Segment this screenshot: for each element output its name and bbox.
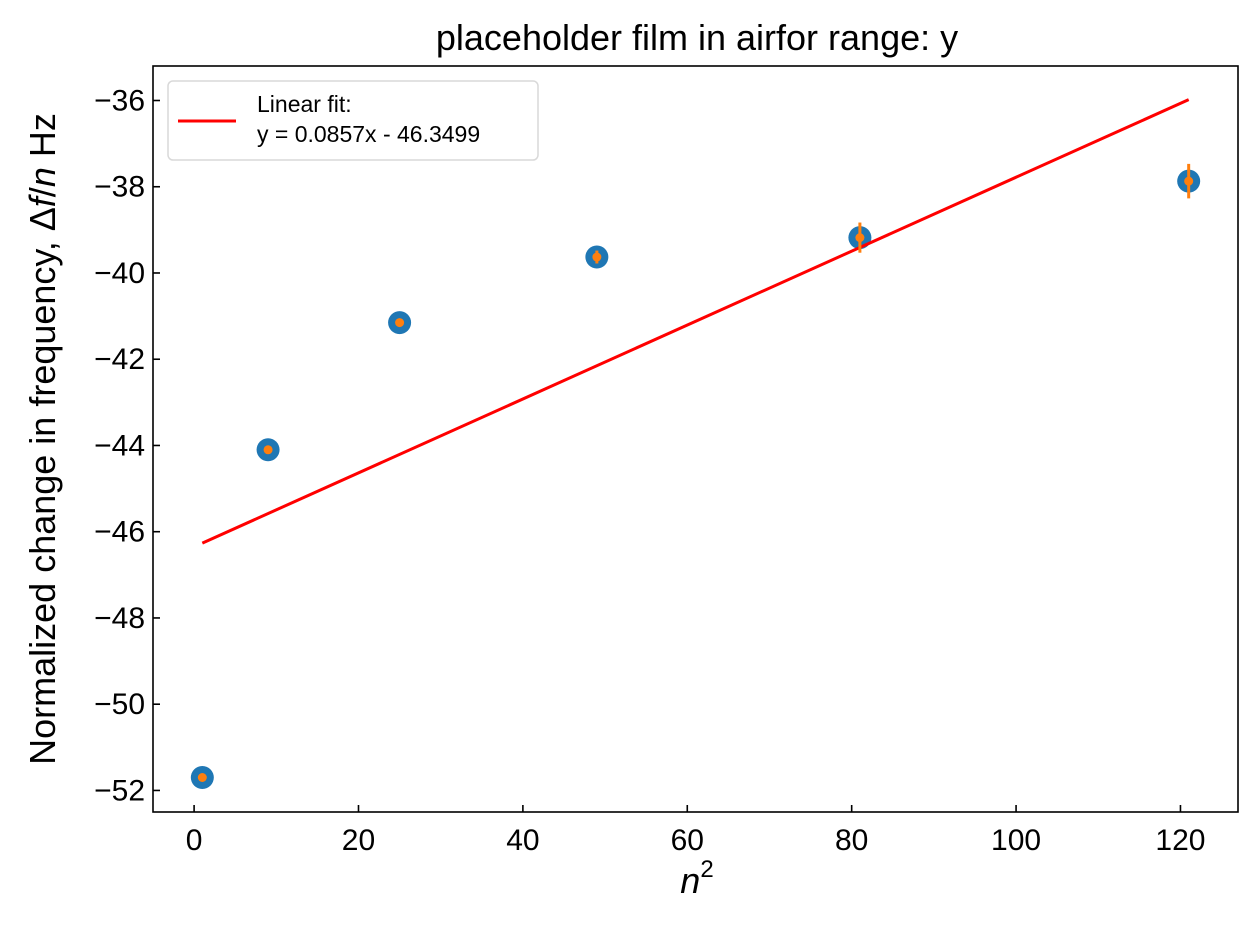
chart-title: placeholder film in airfor range: y — [436, 17, 958, 58]
legend: Linear fit: y = 0.0857x - 46.3499 — [167, 80, 539, 161]
y-axis-label-suffix: Hz — [22, 113, 63, 167]
y-tick-label: −48 — [94, 602, 145, 635]
error-bar-center — [263, 445, 273, 455]
linear-fit-line — [201, 98, 1190, 545]
data-layer — [190, 98, 1201, 790]
y-axis-label-n: n — [22, 167, 63, 187]
y-tick-label: −38 — [94, 171, 145, 204]
x-tick-label: 100 — [991, 824, 1041, 857]
plot-frame — [152, 65, 1239, 813]
y-axis-label-slash: / — [22, 187, 63, 197]
error-bar-center — [197, 773, 207, 783]
error-bar-center — [1184, 176, 1194, 186]
x-tick-label: 60 — [671, 824, 704, 857]
x-axis: 0 20 40 60 80 100 120 — [186, 805, 1205, 857]
x-tick-label: 40 — [506, 824, 539, 857]
y-tick-label: −40 — [94, 257, 145, 290]
y-tick-label: −52 — [94, 774, 145, 807]
x-tick-label: 120 — [1155, 824, 1205, 857]
legend-frame — [167, 80, 539, 161]
legend-label-line1: Linear fit: — [257, 91, 352, 117]
x-axis-label-base: n — [680, 860, 700, 901]
error-bar-center — [592, 252, 602, 262]
y-tick-label: −44 — [94, 429, 145, 462]
y-axis: −36 −38 −40 −42 −44 −46 −48 −50 −52 — [94, 84, 160, 807]
error-bar-center — [395, 318, 405, 328]
x-axis-label: n2 — [680, 856, 713, 901]
legend-label-line2: y = 0.0857x - 46.3499 — [257, 121, 480, 147]
y-tick-label: −42 — [94, 343, 145, 376]
y-axis-label-prefix: Normalized change in frequency, Δ — [22, 207, 63, 765]
x-tick-label: 0 — [186, 824, 203, 857]
y-tick-label: −36 — [94, 84, 145, 117]
error-bar-center — [855, 233, 865, 243]
y-tick-label: −50 — [94, 688, 145, 721]
y-tick-label: −46 — [94, 516, 145, 549]
x-tick-label: 20 — [342, 824, 375, 857]
x-axis-label-superscript: 2 — [700, 856, 713, 883]
y-axis-label: Normalized change in frequency, Δf/n Hz — [22, 113, 63, 765]
x-tick-label: 80 — [835, 824, 868, 857]
